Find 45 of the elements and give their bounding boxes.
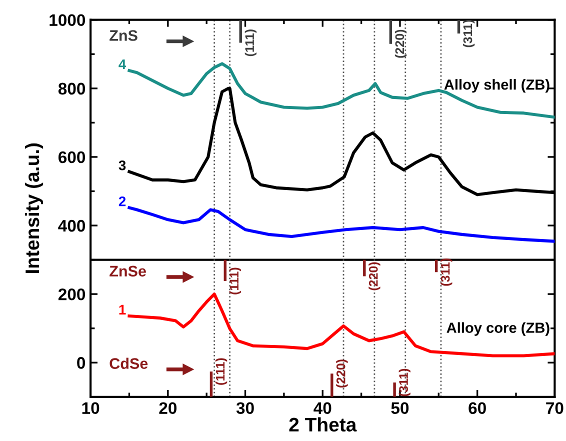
bar [457, 20, 460, 34]
bar [239, 20, 242, 43]
bar [210, 372, 213, 397]
x-tick-label: 50 [391, 402, 409, 414]
x-tick-label: 10 [82, 402, 100, 414]
x-tick-label: 60 [468, 402, 486, 414]
y-tick-label: 0 [77, 357, 86, 369]
series-label: 3 [118, 160, 126, 170]
y-tick-label: 400 [58, 220, 86, 232]
annotation: (311) [398, 368, 410, 396]
y-tick-label: 200 [58, 288, 86, 300]
line-series [128, 292, 555, 358]
y-tick-label: 1000 [50, 14, 86, 26]
bar [393, 382, 396, 397]
annotation: Alloy shell (ZB) [444, 79, 550, 93]
y-tick-label: 600 [58, 151, 86, 164]
legend-label: ZnSe [110, 266, 146, 277]
annotation: (220) [336, 360, 348, 388]
line-series [128, 206, 555, 243]
series-label: 1 [119, 304, 126, 314]
bar [389, 20, 392, 44]
annotation: (220) [394, 30, 407, 58]
y-tick-label: 800 [58, 82, 86, 95]
x-axis-title: 2 Theta [289, 417, 357, 432]
x-tick-label: 20 [159, 402, 176, 414]
annotation: (311) [440, 258, 452, 286]
annotation: (111) [244, 30, 257, 56]
series-label: 2 [118, 196, 126, 206]
legend-label: CdSe [110, 358, 148, 369]
line-series [128, 62, 555, 119]
bar [224, 260, 227, 282]
bar [330, 374, 334, 397]
y-axis-title: Intensity (a.u.) [24, 143, 44, 273]
x-tick-label: 30 [236, 402, 254, 414]
annotation: Alloy core (ZB) [446, 322, 550, 336]
annotation: (220) [368, 262, 380, 290]
x-tick-label: 70 [546, 402, 564, 414]
x-tick-label: 40 [314, 402, 332, 414]
annotation: (311) [462, 20, 475, 48]
annotation: (111) [215, 358, 228, 385]
legend-label: ZnS [110, 30, 138, 41]
series-label: 4 [118, 59, 126, 70]
bar [434, 260, 438, 272]
bar [363, 260, 366, 276]
annotation: (111) [229, 268, 242, 294]
